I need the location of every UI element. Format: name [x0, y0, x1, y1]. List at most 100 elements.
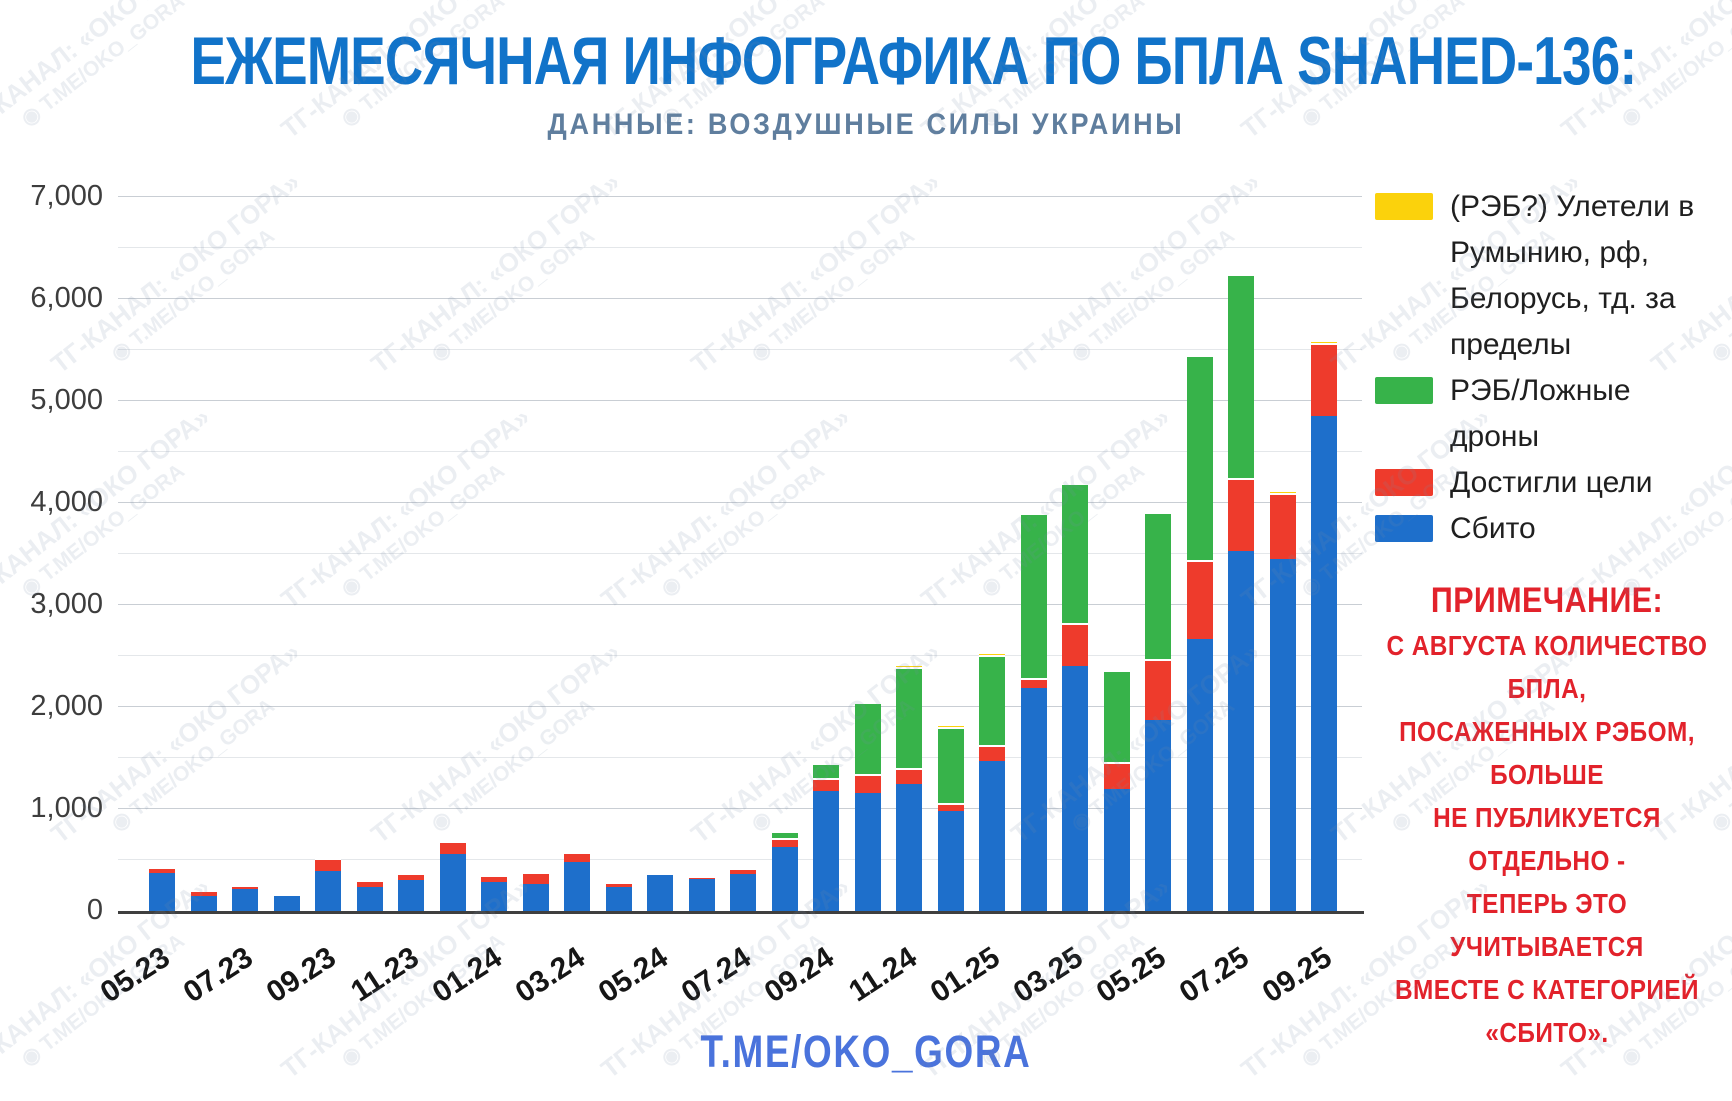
x-axis-tick-label-09.23: 09.23: [260, 940, 342, 1010]
segment-shot-down: [730, 874, 756, 911]
segment-ew-decoys: [854, 703, 881, 776]
segment-shot-down: [1269, 559, 1296, 911]
segment-reached-target: [647, 874, 673, 876]
segment-flew-abroad: [481, 874, 507, 877]
legend-item-green: РЭБ/Ложные дроны: [1375, 368, 1705, 460]
legend-item-yellow: (РЭБ?) Улетели в Румынию, рф, Белорусь, …: [1375, 184, 1705, 368]
segment-flew-abroad: [854, 701, 881, 704]
gridline-2000: [118, 706, 1362, 707]
segment-reached-target: [1269, 494, 1296, 560]
segment-shot-down: [273, 896, 300, 911]
segment-flew-abroad: [605, 881, 632, 884]
segment-reached-target: [1062, 625, 1088, 667]
segment-shot-down: [688, 879, 715, 911]
bar-01.24: [481, 874, 507, 911]
segment-flew-abroad: [190, 890, 217, 893]
segment-ew-decoys: [1228, 275, 1254, 480]
y-axis-tick-label: 6,000: [30, 282, 103, 314]
gridline-1500: [118, 757, 1362, 758]
segment-shot-down: [854, 792, 881, 911]
segment-shot-down: [937, 811, 964, 911]
segment-shot-down: [564, 862, 590, 911]
bar-05.23: [149, 867, 175, 911]
segment-reached-target: [688, 878, 715, 880]
segment-reached-target: [1020, 679, 1047, 688]
segment-shot-down: [1228, 550, 1254, 911]
y-axis-tick-label: 2,000: [30, 690, 103, 722]
segment-shot-down: [356, 886, 383, 911]
gridline-2500: [118, 655, 1362, 656]
segment-shot-down: [1311, 416, 1337, 911]
segment-reached-target: [398, 874, 424, 880]
segment-shot-down: [771, 846, 798, 911]
segment-shot-down: [1186, 638, 1213, 911]
x-axis-tick-label-09.24: 09.24: [758, 940, 840, 1010]
segment-ew-decoys: [1062, 484, 1088, 626]
segment-flew-abroad: [1269, 491, 1296, 495]
gridline-7000: [118, 196, 1362, 197]
bar-07.24: [730, 867, 756, 911]
segment-flew-abroad: [771, 831, 798, 833]
segment-flew-abroad: [273, 893, 300, 896]
gridline-3500: [118, 553, 1362, 554]
x-axis-tick-label-05.24: 05.24: [592, 940, 674, 1010]
legend-item-blue: Сбито: [1375, 506, 1705, 552]
segment-ew-decoys: [1103, 671, 1130, 764]
segment-ew-decoys: [937, 729, 964, 806]
legend-label: Достигли цели: [1450, 466, 1653, 499]
segment-reached-target: [356, 882, 383, 887]
segment-ew-decoys: [1145, 514, 1171, 661]
y-axis-tick-label: 4,000: [30, 486, 103, 518]
bar-06.25: [1186, 355, 1213, 911]
note-line: ВМЕСТЕ С КАТЕГОРИЕЙ: [1395, 974, 1699, 1005]
segment-ew-decoys: [896, 669, 922, 770]
bar-10.23: [356, 880, 383, 911]
segment-shot-down: [232, 889, 258, 911]
segment-shot-down: [1103, 788, 1130, 911]
bar-02.24: [522, 871, 549, 911]
note-body: С АВГУСТА КОЛИЧЕСТВО БПЛА, ПОСАЖЕННЫХ РЭБ…: [1373, 624, 1721, 1054]
x-axis-tick-label-11.24: 11.24: [843, 940, 923, 1009]
segment-shot-down: [481, 881, 507, 911]
segment-flew-abroad: [1145, 512, 1171, 515]
x-axis-tick-label-03.24: 03.24: [509, 940, 591, 1010]
gridline-4000: [118, 502, 1362, 503]
note-heading: ПРИМЕЧАНИЕ:: [1430, 581, 1664, 620]
segment-flew-abroad: [522, 871, 549, 874]
legend-swatch-red: [1375, 469, 1433, 496]
gridline-6500: [118, 247, 1362, 248]
segment-flew-abroad: [232, 884, 258, 887]
legend-swatch-yellow: [1375, 193, 1433, 220]
gridline-4500: [118, 451, 1362, 452]
gridline-5500: [118, 349, 1362, 350]
segment-reached-target: [481, 876, 507, 882]
bar-11.24: [896, 666, 922, 911]
x-axis-line: [118, 911, 1364, 914]
segment-ew-decoys: [1020, 515, 1047, 680]
segment-shot-down: [522, 883, 549, 911]
segment-shot-down: [315, 870, 341, 911]
chart-title: ЕЖЕМЕСЯЧНАЯ ИНФОГРАФИКА ПО БПЛА SHAHED-1…: [190, 23, 1638, 99]
bar-01.25: [979, 653, 1005, 911]
segment-ew-decoys: [979, 656, 1005, 748]
x-axis-tick-label-05.25: 05.25: [1090, 940, 1172, 1010]
bar-02.25: [1020, 513, 1047, 911]
gridline-1000: [118, 808, 1362, 809]
segment-flew-abroad: [1020, 513, 1047, 516]
bar-06.23: [190, 890, 217, 911]
segment-flew-abroad: [1103, 669, 1130, 672]
footer-channel-link: T.ME/OKO_GORA: [700, 1026, 1032, 1077]
bar-07.23: [232, 884, 258, 911]
segment-flew-abroad: [149, 867, 175, 870]
segment-reached-target: [813, 779, 839, 792]
plot-area: [118, 196, 1362, 911]
segment-flew-abroad: [1062, 482, 1088, 485]
note-line: ПОСАЖЕННЫХ РЭБОМ, БОЛЬШЕ: [1399, 716, 1695, 790]
segment-shot-down: [979, 760, 1005, 911]
x-axis-tick-label-01.24: 01.24: [426, 940, 508, 1010]
bar-09.24: [813, 763, 839, 911]
bar-08.24: [771, 831, 798, 911]
segment-ew-decoys: [813, 765, 839, 780]
segment-flew-abroad: [896, 666, 922, 670]
